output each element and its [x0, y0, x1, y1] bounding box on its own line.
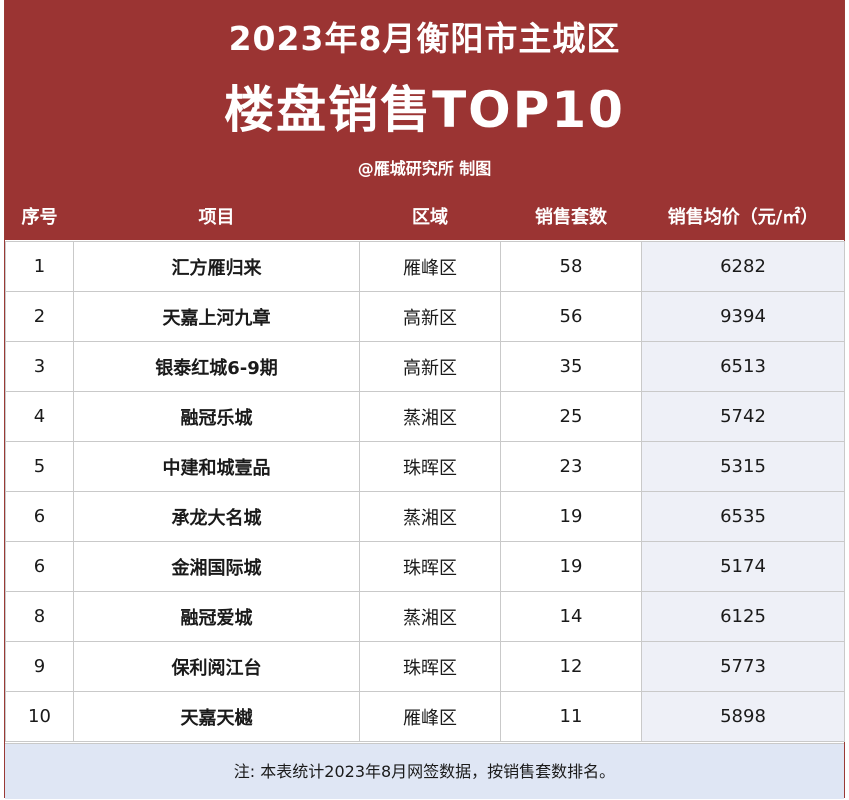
table-row: 9 保利阅江台 珠晖区 12 5773: [5, 641, 845, 692]
project-cell: 银泰红城6-9期: [73, 341, 360, 392]
project-cell: 融冠爱城: [73, 591, 360, 642]
rank-cell: 1: [5, 241, 74, 292]
price-cell: 5174: [641, 541, 845, 592]
table-row: 8 融冠爱城 蒸湘区 14 6125: [5, 591, 845, 642]
district-cell: 蒸湘区: [359, 391, 501, 442]
price-cell: 5773: [641, 641, 845, 692]
rank-cell: 10: [5, 691, 74, 742]
district-cell: 珠晖区: [359, 541, 501, 592]
rank-cell: 9: [5, 641, 74, 692]
project-cell: 保利阅江台: [73, 641, 360, 692]
rank-cell: 5: [5, 441, 74, 492]
table-row: 1 汇方雁归来 雁峰区 58 6282: [5, 241, 845, 292]
units-cell: 19: [500, 541, 642, 592]
col-header-units-sold: 销售套数: [535, 206, 607, 228]
table-row: 6 承龙大名城 蒸湘区 19 6535: [5, 491, 845, 542]
footnote: 注: 本表统计2023年8月网签数据，按销售套数排名。: [5, 743, 844, 799]
price-cell: 6513: [641, 341, 845, 392]
price-cell: 5742: [641, 391, 845, 442]
col-header-project: 项目: [198, 206, 235, 228]
table-row: 3 银泰红城6-9期 高新区 35 6513: [5, 341, 845, 392]
district-cell: 蒸湘区: [359, 491, 501, 542]
units-cell: 19: [500, 491, 642, 542]
price-cell: 5315: [641, 441, 845, 492]
price-cell: 6535: [641, 491, 845, 542]
units-cell: 56: [500, 291, 642, 342]
district-cell: 珠晖区: [359, 441, 501, 492]
table-body: 1 汇方雁归来 雁峰区 58 6282 2 天嘉上河九章 高新区 56 9394 3 银泰红城6-9期…: [5, 241, 845, 742]
district-cell: 雁峰区: [359, 691, 501, 742]
price-cell: 6282: [641, 241, 845, 292]
rank-cell: 6: [5, 541, 74, 592]
units-cell: 35: [500, 341, 642, 392]
header-banner: 2023年8月衡阳市主城区 楼盘销售TOP10 @雁城研究所 制图: [5, 0, 844, 240]
table-row: 5 中建和城壹品 珠晖区 23 5315: [5, 441, 845, 492]
table-row: 2 天嘉上河九章 高新区 56 9394: [5, 291, 845, 342]
price-cell: 9394: [641, 291, 845, 342]
district-cell: 珠晖区: [359, 641, 501, 692]
project-cell: 承龙大名城: [73, 491, 360, 542]
district-cell: 高新区: [359, 341, 501, 392]
rank-cell: 2: [5, 291, 74, 342]
rank-cell: 6: [5, 491, 74, 542]
rank-cell: 4: [5, 391, 74, 442]
units-cell: 58: [500, 241, 642, 292]
project-cell: 汇方雁归来: [73, 241, 360, 292]
infographic: 2023年8月衡阳市主城区 楼盘销售TOP10 @雁城研究所 制图 序号 项目 …: [4, 0, 845, 799]
rank-cell: 8: [5, 591, 74, 642]
project-cell: 金湘国际城: [73, 541, 360, 592]
credit-text: @雁城研究所 制图: [357, 159, 492, 178]
table-row: 10 天嘉天樾 雁峰区 11 5898: [5, 691, 845, 742]
units-cell: 23: [500, 441, 642, 492]
col-header-rank: 序号: [21, 206, 58, 228]
col-header-district: 区域: [412, 206, 448, 228]
units-cell: 14: [500, 591, 642, 642]
table-header-row: 序号 项目 区域 销售套数 销售均价（元/㎡）: [6, 190, 845, 242]
rank-cell: 3: [5, 341, 74, 392]
project-cell: 融冠乐城: [73, 391, 360, 442]
title-line-1: 2023年8月衡阳市主城区: [228, 19, 621, 58]
district-cell: 蒸湘区: [359, 591, 501, 642]
table-row: 6 金湘国际城 珠晖区 19 5174: [5, 541, 845, 592]
table-row: 4 融冠乐城 蒸湘区 25 5742: [5, 391, 845, 442]
price-cell: 5898: [641, 691, 845, 742]
col-header-avg-price: 销售均价（元/㎡）: [667, 206, 819, 228]
units-cell: 12: [500, 641, 642, 692]
district-cell: 高新区: [359, 291, 501, 342]
title-line-2: 楼盘销售TOP10: [224, 81, 625, 139]
district-cell: 雁峰区: [359, 241, 501, 292]
project-cell: 天嘉上河九章: [73, 291, 360, 342]
units-cell: 25: [500, 391, 642, 442]
ranking-table: 序号 项目 区域 销售套数 销售均价（元/㎡） 1 汇方雁归来 雁峰区 58 6282 2…: [5, 190, 845, 742]
units-cell: 11: [500, 691, 642, 742]
project-cell: 天嘉天樾: [73, 691, 360, 742]
project-cell: 中建和城壹品: [73, 441, 360, 492]
price-cell: 6125: [641, 591, 845, 642]
